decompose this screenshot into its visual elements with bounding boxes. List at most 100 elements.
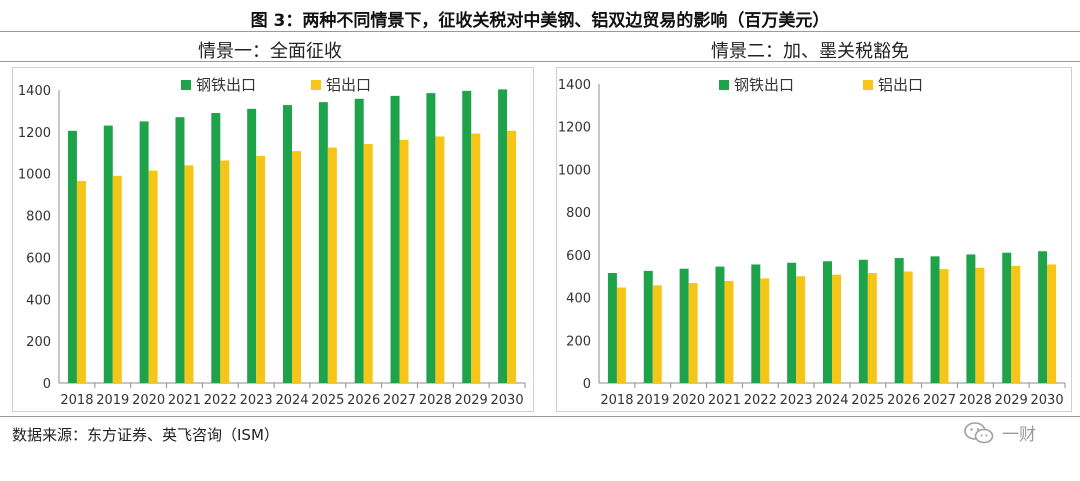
x-tick-label: 2022 [204, 393, 237, 408]
footer-rule [0, 416, 1080, 417]
bar-steel [607, 273, 617, 383]
bar-steel [103, 125, 113, 384]
bar-aluminum [220, 160, 230, 383]
x-tick-label: 2029 [455, 393, 488, 408]
bar-steel [858, 259, 868, 383]
x-tick-label: 2029 [995, 393, 1028, 408]
y-tick-label: 1000 [558, 163, 591, 178]
bar-aluminum [399, 139, 409, 383]
bar-steel [247, 108, 257, 384]
legend-swatch-steel [181, 80, 191, 90]
bar-aluminum [471, 133, 481, 383]
bar-aluminum [724, 280, 734, 383]
legend-swatch-steel [719, 80, 729, 90]
y-tick-label: 1000 [18, 168, 51, 183]
bar-aluminum [975, 267, 985, 383]
y-tick-label: 600 [566, 249, 591, 264]
x-tick-label: 2018 [600, 393, 633, 408]
wechat-icon [964, 421, 994, 443]
bar-steel [751, 264, 761, 383]
bar-aluminum [760, 278, 770, 383]
chart-1-svg: 0 200 400 600 800 1000 1200 1400 2018 2019 2020 202… [18, 76, 526, 408]
y-tick-label: 800 [566, 206, 591, 221]
watermark: 一财 [964, 420, 1036, 445]
x-tick-label: 2026 [887, 393, 920, 408]
bar-steel [283, 105, 292, 383]
x-tick-label: 2019 [636, 393, 669, 408]
bar-steel [390, 95, 400, 384]
bar-steel [426, 93, 436, 383]
y-tick-label: 800 [26, 210, 51, 225]
y-tick-label: 0 [43, 377, 51, 392]
legend-label-aluminum: 铝出口 [326, 76, 371, 94]
bar-aluminum [796, 276, 806, 383]
source-note: 数据来源：东方证券、英飞咨询（ISM） [12, 426, 279, 444]
bar-steel [1038, 251, 1048, 383]
bar-aluminum [939, 269, 949, 383]
x-tick-label: 2023 [780, 393, 813, 408]
x-tick-label: 2028 [419, 393, 452, 408]
bar-steel [966, 254, 976, 383]
bar-aluminum [256, 155, 266, 383]
x-tick-label: 2021 [708, 393, 741, 408]
bar-steel [1002, 252, 1012, 383]
bar-aluminum [507, 130, 517, 383]
x-tick-label: 2027 [923, 393, 956, 408]
y-tick-label: 0 [583, 377, 591, 392]
y-tick-label: 1200 [558, 121, 591, 136]
bar-steel [715, 266, 725, 383]
bar-aluminum [903, 271, 913, 383]
y-tick-label: 200 [26, 335, 51, 350]
bar-aluminum [832, 274, 841, 383]
bar-steel [930, 256, 940, 383]
y-tick-label: 400 [26, 293, 51, 308]
bar-steel [175, 117, 185, 383]
y-tick-label: 1400 [18, 84, 51, 99]
bar-aluminum [112, 175, 122, 383]
x-tick-label: 2026 [347, 393, 380, 408]
top-rule [0, 31, 1080, 32]
bar-aluminum [327, 147, 337, 383]
header-rule [0, 61, 1080, 62]
y-tick-label: 200 [566, 334, 591, 349]
x-tick-label: 2025 [851, 393, 884, 408]
y-tick-label: 1200 [18, 126, 51, 141]
bar-aluminum [867, 273, 877, 383]
figure-title: 图 3：两种不同情景下，征收关税对中美钢、铝双边贸易的影响（百万美元） [250, 11, 830, 31]
x-tick-label: 2024 [275, 393, 308, 408]
bar-steel [643, 270, 653, 383]
bar-steel [679, 268, 689, 383]
x-tick-label: 2025 [311, 393, 344, 408]
bar-steel [67, 130, 77, 383]
bar-aluminum [435, 136, 445, 383]
bar-steel [211, 113, 221, 383]
x-tick-label: 2030 [491, 393, 524, 408]
legend-label-aluminum: 铝出口 [878, 76, 923, 94]
chart-2-title: 情景二：加、墨关税豁免 [711, 41, 909, 62]
x-tick-label: 2030 [1031, 393, 1064, 408]
bar-aluminum [616, 287, 626, 383]
chart-1-title: 情景一：全面征收 [198, 41, 342, 62]
chart-2-panel: 0 200 400 600 800 1000 1200 1400 2018 2019 2020 202… [556, 67, 1072, 412]
bar-steel [823, 261, 832, 383]
bar-steel [318, 102, 328, 383]
x-tick-label: 2018 [60, 393, 93, 408]
bar-aluminum [652, 285, 662, 383]
bar-steel [462, 90, 472, 383]
bar-aluminum [292, 151, 301, 383]
x-tick-label: 2020 [132, 393, 165, 408]
bar-steel [894, 258, 904, 383]
legend-label-steel: 钢铁出口 [196, 76, 256, 94]
legend-swatch-aluminum [311, 80, 321, 90]
y-tick-label: 600 [26, 251, 51, 266]
x-tick-label: 2024 [815, 393, 848, 408]
bar-aluminum [1011, 265, 1021, 383]
x-tick-label: 2027 [383, 393, 416, 408]
chart-1-panel: 0 200 400 600 800 1000 1200 1400 2018 2019 2020 202… [12, 67, 534, 412]
x-tick-label: 2019 [96, 393, 129, 408]
watermark-text: 一财 [1002, 425, 1036, 445]
bar-steel [354, 98, 364, 383]
bar-aluminum [1047, 264, 1057, 383]
bar-steel [498, 89, 508, 384]
